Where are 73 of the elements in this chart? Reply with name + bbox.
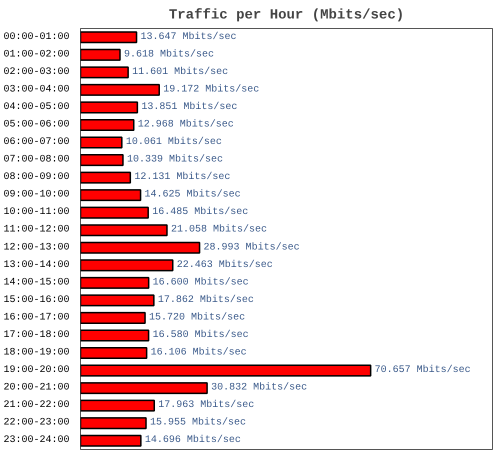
y-tick-label: 01:00-02:00 — [3, 49, 70, 60]
data-label: 9.618 Mbits/sec — [124, 48, 214, 60]
data-label: 17.963 Mbits/sec — [158, 399, 254, 412]
bar — [80, 154, 124, 166]
y-tick-label: 12:00-13:00 — [3, 242, 70, 254]
data-label: 15.720 Mbits/sec — [149, 311, 246, 324]
y-tick-label: 19:00-20:00 — [3, 365, 70, 376]
bar — [80, 172, 132, 184]
y-tick-label: 20:00-21:00 — [3, 382, 70, 394]
data-label: 13.647 Mbits/sec — [140, 30, 237, 43]
data-label: 13.851 Mbits/sec — [141, 100, 238, 113]
bar — [80, 189, 142, 202]
y-tick-label: 04:00-05:00 — [3, 102, 70, 113]
chart-title: Traffic per Hour (Mbits/sec) — [168, 8, 404, 24]
bar — [80, 66, 129, 78]
bar — [80, 31, 138, 44]
bar — [80, 329, 150, 342]
y-tick-label: 11:00-12:00 — [3, 224, 70, 236]
y-tick-label: 21:00-22:00 — [3, 400, 70, 412]
y-tick-label: 03:00-04:00 — [3, 84, 70, 96]
bar — [80, 118, 134, 131]
data-label: 10.061 Mbits/sec — [126, 136, 222, 148]
bar — [80, 382, 208, 394]
data-label: 16.600 Mbits/sec — [152, 276, 249, 288]
data-label: 70.657 Mbits/sec — [374, 364, 471, 376]
bar — [80, 312, 146, 324]
y-tick-label: 02:00-03:00 — [3, 66, 70, 78]
y-tick-label: 08:00-09:00 — [3, 172, 70, 184]
bar — [80, 294, 155, 306]
y-tick-label: 09:00-10:00 — [3, 190, 70, 201]
data-label: 11.601 Mbits/sec — [132, 66, 228, 78]
bar — [80, 224, 168, 236]
y-tick-label: 17:00-18:00 — [3, 330, 70, 341]
data-label: 16.580 Mbits/sec — [152, 328, 249, 341]
y-tick-label: 05:00-06:00 — [3, 119, 70, 130]
y-tick-label: 13:00-14:00 — [3, 260, 70, 271]
data-label: 16.106 Mbits/sec — [150, 346, 247, 359]
bar — [80, 242, 200, 254]
y-tick-label: 14:00-15:00 — [3, 277, 70, 288]
bar — [80, 84, 160, 96]
data-label: 21.058 Mbits/sec — [170, 224, 267, 236]
data-label: 17.862 Mbits/sec — [158, 294, 254, 306]
bar — [80, 347, 148, 360]
y-tick-label: 10:00-11:00 — [3, 207, 70, 218]
bar — [80, 259, 174, 272]
y-tick-label: 18:00-19:00 — [3, 348, 70, 359]
data-label: 30.832 Mbits/sec — [211, 382, 308, 394]
bar — [80, 48, 121, 61]
data-label: 14.696 Mbits/sec — [144, 434, 241, 446]
bar — [80, 206, 149, 219]
bar — [80, 364, 372, 377]
y-tick-label: 23:00-24:00 — [3, 435, 70, 446]
data-label: 12.131 Mbits/sec — [134, 171, 230, 184]
y-tick-label: 16:00-17:00 — [3, 312, 70, 324]
y-tick-label: 07:00-08:00 — [3, 154, 70, 166]
bar — [80, 400, 156, 412]
y-tick-label: 06:00-07:00 — [3, 137, 70, 148]
data-label: 22.463 Mbits/sec — [176, 258, 273, 271]
data-label: 19.172 Mbits/sec — [163, 83, 260, 96]
bar — [80, 136, 123, 149]
y-tick-label: 22:00-23:00 — [3, 418, 70, 429]
bar — [80, 276, 150, 289]
bar — [80, 101, 138, 114]
data-label: 28.993 Mbits/sec — [204, 241, 300, 254]
y-tick-label: 00:00-01:00 — [3, 32, 70, 43]
y-tick-label: 15:00-16:00 — [3, 294, 70, 306]
data-label: 14.625 Mbits/sec — [144, 188, 241, 201]
bar — [80, 434, 142, 447]
bar — [80, 417, 147, 430]
data-label: 10.339 Mbits/sec — [126, 154, 223, 166]
data-label: 16.485 Mbits/sec — [152, 206, 248, 218]
data-label: 12.968 Mbits/sec — [138, 118, 234, 130]
data-label: 15.955 Mbits/sec — [150, 416, 246, 429]
